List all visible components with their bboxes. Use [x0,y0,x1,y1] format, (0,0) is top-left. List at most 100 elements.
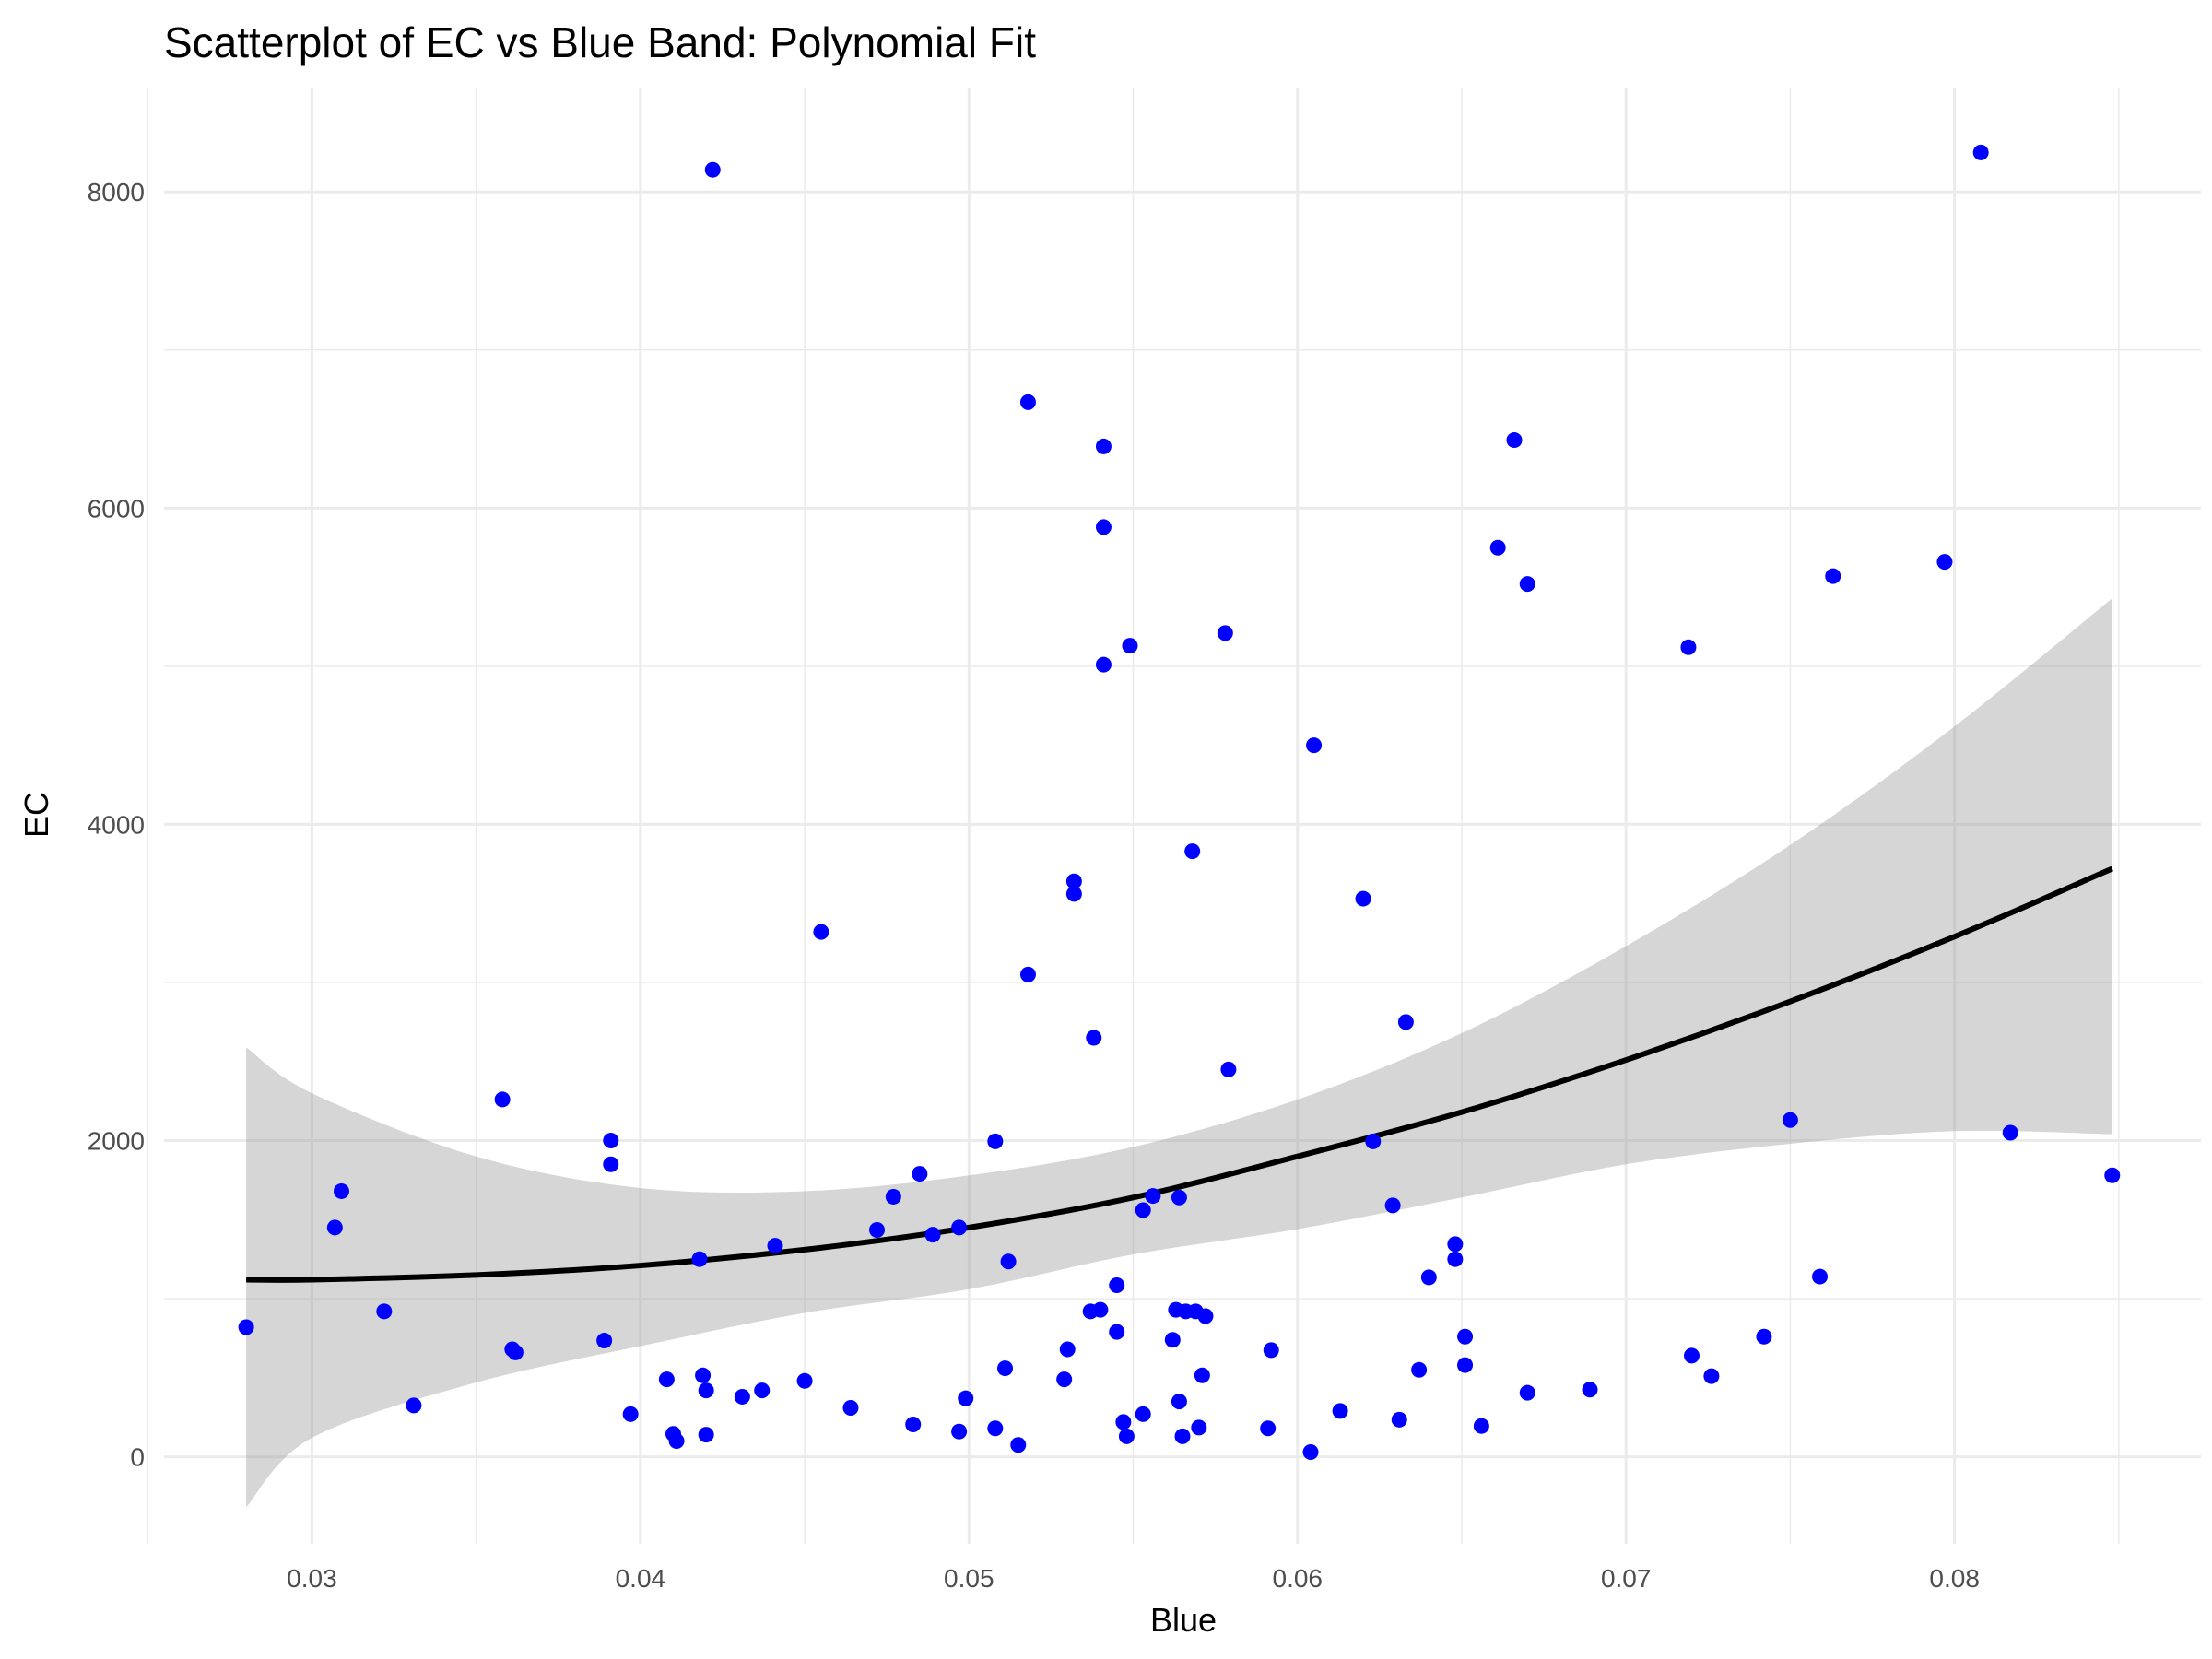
x-tick-label: 0.06 [1273,1564,1324,1593]
data-point [1171,1394,1187,1410]
data-point [767,1238,783,1254]
data-point [1010,1437,1027,1453]
data-point [1332,1403,1348,1419]
data-point [596,1333,613,1349]
data-point [698,1382,714,1399]
data-point [1000,1253,1017,1270]
data-point [1171,1189,1187,1206]
data-point [1118,1428,1135,1444]
x-axis-tick-labels: 0.03 0.04 0.05 0.06 0.07 0.08 [287,1564,1980,1593]
data-point [1506,432,1523,449]
data-point [796,1372,813,1389]
x-axis-title: Blue [1150,1601,1217,1639]
data-point [1384,1197,1401,1214]
data-point [494,1091,511,1108]
data-point [1184,843,1201,860]
data-point [1095,656,1112,673]
data-point [885,1188,901,1205]
data-point [1782,1112,1798,1128]
data-point [1109,1277,1125,1294]
data-point [1397,1014,1414,1030]
data-point [1447,1236,1464,1253]
data-point [1220,1061,1237,1077]
data-point [1825,568,1841,584]
data-point [691,1251,708,1267]
x-tick-label: 0.05 [944,1564,994,1593]
y-tick-label: 6000 [88,494,145,523]
data-point [1019,966,1036,982]
data-point [507,1344,524,1360]
data-point [1302,1443,1319,1460]
data-point [1115,1414,1132,1430]
data-point [1135,1406,1151,1422]
data-point [1095,438,1112,454]
data-point [1191,1419,1207,1436]
chart-title: Scatterplot of EC vs Blue Band: Polynomi… [164,18,1036,66]
data-point [987,1133,1004,1149]
data-point [1306,737,1323,754]
x-tick-label: 0.03 [287,1564,337,1593]
data-point [695,1367,712,1383]
data-point [1263,1342,1279,1359]
data-points [238,144,2121,1460]
data-point [2104,1167,2121,1183]
data-point [406,1397,422,1414]
data-point [1056,1371,1073,1388]
data-point [1092,1301,1109,1318]
data-point [1065,873,1082,889]
x-tick-label: 0.08 [1929,1564,1980,1593]
data-point [1489,539,1506,556]
data-point [1457,1328,1474,1345]
data-point [1174,1428,1191,1444]
data-point [1582,1382,1598,1398]
data-point [1519,576,1535,593]
data-point [1420,1269,1437,1286]
data-point [1217,625,1233,641]
y-tick-label: 0 [130,1443,145,1472]
data-point [1473,1418,1489,1434]
data-point [1391,1411,1407,1428]
data-point [905,1416,922,1432]
data-point [951,1219,968,1236]
major-gridlines [164,88,2201,1544]
y-tick-label: 4000 [88,810,145,839]
data-point [1365,1133,1382,1149]
data-point [1122,638,1138,654]
data-point [1065,886,1082,902]
data-point [997,1360,1014,1377]
data-point [951,1423,968,1440]
data-point [1457,1357,1474,1373]
y-axis-title: EC [18,792,55,838]
data-point [1972,144,1989,160]
data-point [842,1399,859,1416]
minor-gridlines [147,88,2201,1544]
data-point [622,1406,639,1422]
data-point [958,1390,974,1406]
data-point [1447,1251,1464,1267]
data-point [326,1219,343,1236]
data-point [333,1182,349,1199]
data-point [1812,1268,1829,1285]
data-point [987,1420,1004,1437]
confidence-band [246,598,2112,1508]
data-point [1145,1188,1161,1205]
y-tick-label: 2000 [88,1127,145,1156]
data-point [754,1382,771,1399]
data-point [2002,1124,2018,1141]
data-point [734,1388,750,1405]
data-point [1756,1328,1772,1345]
data-point [658,1371,675,1388]
data-point [1019,394,1036,410]
data-point [698,1427,714,1443]
data-point [813,924,830,940]
data-point [1260,1420,1277,1437]
data-point [1355,890,1371,907]
data-point [1059,1341,1076,1358]
data-point [668,1432,685,1449]
data-point [1680,639,1697,655]
y-tick-label: 8000 [88,178,145,206]
data-point [912,1166,928,1182]
data-point [1703,1368,1720,1384]
